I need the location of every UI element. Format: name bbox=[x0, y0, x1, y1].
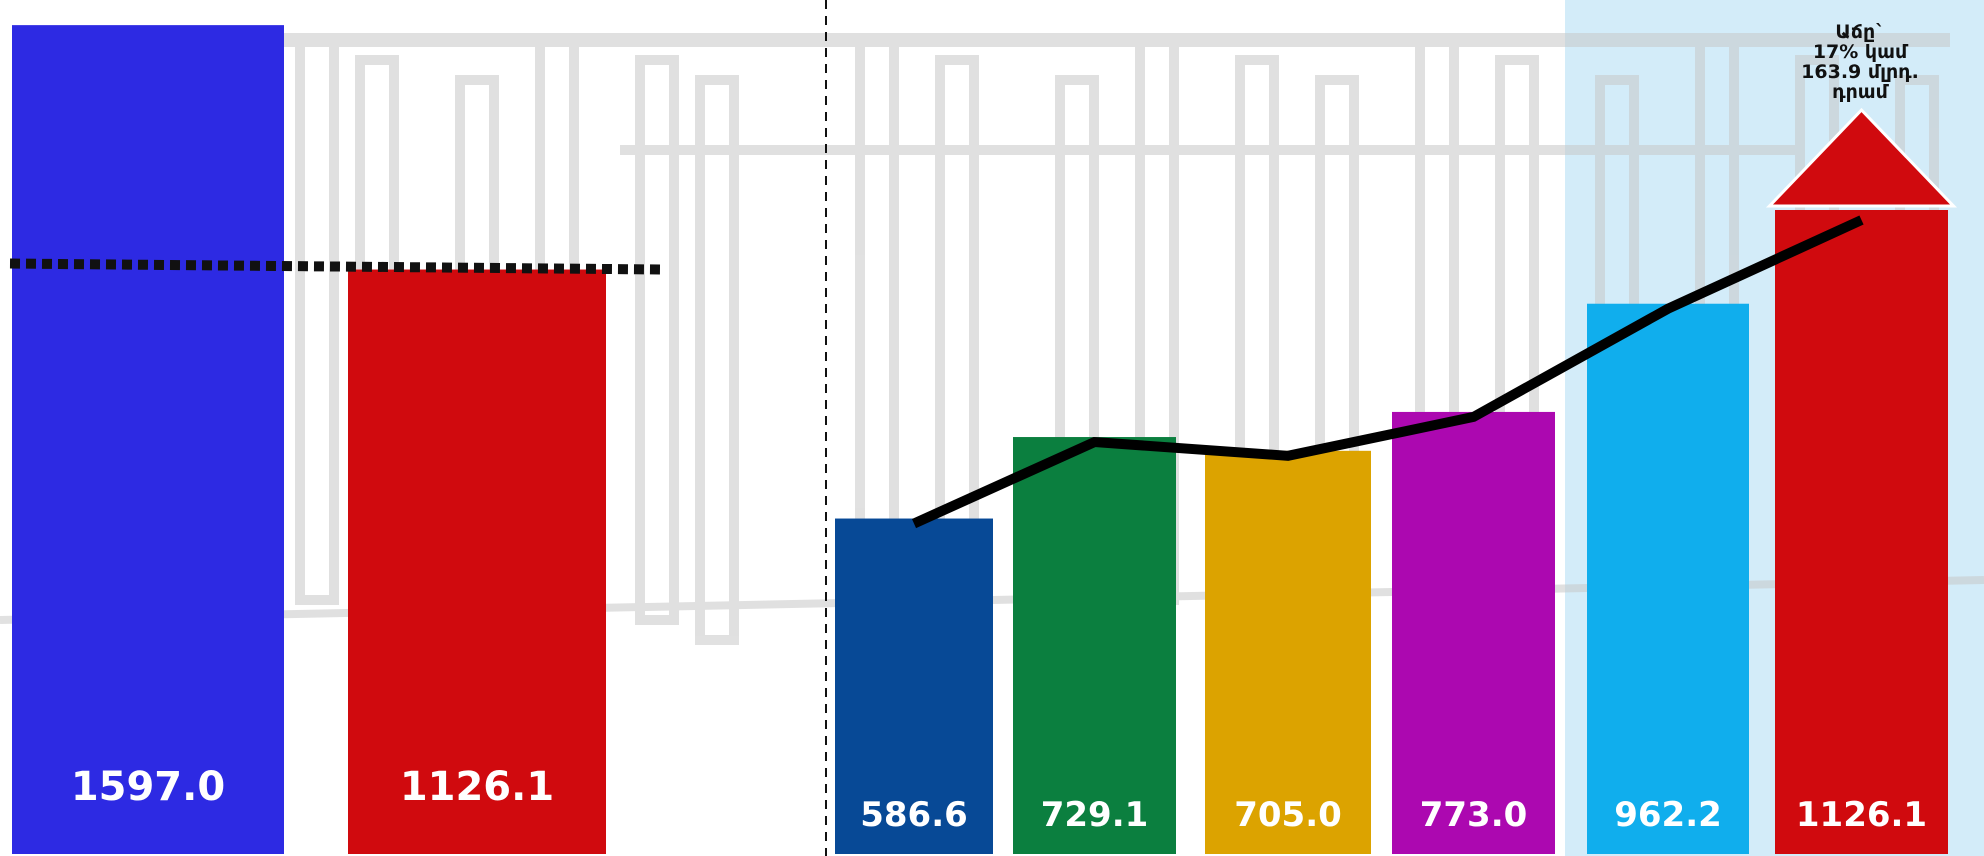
bar bbox=[1587, 303, 1749, 854]
bar bbox=[1013, 437, 1176, 854]
trend-line bbox=[911, 215, 1864, 529]
bar-value-label: 773.0 bbox=[1420, 795, 1528, 835]
bar-value-label: 705.0 bbox=[1234, 795, 1342, 835]
bar-value-label: 962.2 bbox=[1614, 795, 1722, 835]
bar-value-label: 586.6 bbox=[860, 795, 968, 835]
reference-line bbox=[9, 258, 666, 275]
growth-annotation: Աճը` 17% կամ 163.9 մլրդ. դրամ bbox=[1801, 21, 1919, 103]
bar bbox=[835, 518, 993, 854]
bar bbox=[1775, 210, 1948, 854]
bar-value-label: 1126.1 bbox=[400, 764, 554, 810]
chart-1: 1597.0 1126.1 bbox=[9, 25, 666, 854]
bar-value-label: 1126.1 bbox=[1796, 795, 1927, 835]
watermark-column bbox=[695, 75, 739, 645]
bar-value-label: 1597.0 bbox=[71, 764, 225, 810]
chart-2: 586.6 729.1 705.0 773.0 962.2 1126.1 bbox=[835, 107, 1958, 854]
growth-arrow-head bbox=[1765, 107, 1958, 208]
bar bbox=[348, 269, 606, 854]
bar bbox=[1205, 450, 1371, 854]
bar bbox=[1392, 411, 1555, 854]
watermark-column bbox=[635, 55, 679, 625]
bar bbox=[12, 25, 284, 854]
bar-value-label: 729.1 bbox=[1041, 795, 1149, 835]
